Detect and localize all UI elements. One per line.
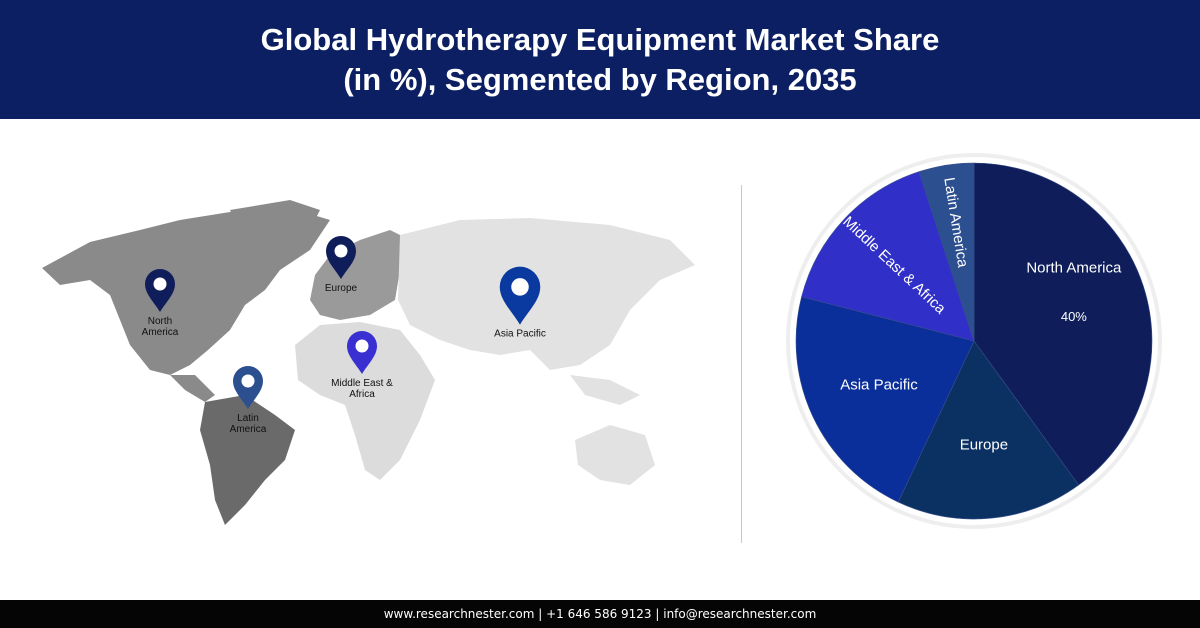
divider (741, 185, 742, 543)
australia-shape (575, 425, 655, 485)
chart-title: Global Hydrotherapy Equipment Market Sha… (0, 0, 1200, 119)
pin-dot (355, 339, 369, 353)
slice-value-label: 40% (1061, 309, 1087, 324)
pin-label: Latin (237, 413, 259, 424)
pin-label: Middle East & (331, 378, 393, 389)
location-pin (326, 236, 356, 279)
pin-label: America (142, 327, 179, 338)
pie-slice (795, 296, 975, 503)
pie-slice (897, 340, 1080, 520)
central-america-shape (170, 375, 215, 402)
location-pin (347, 331, 377, 374)
southeast-asia-shape (570, 375, 640, 405)
pin-dot (241, 374, 255, 388)
slice-label: Asia Pacific (840, 377, 918, 394)
europe-shape (310, 230, 410, 320)
africa-shape (295, 322, 435, 480)
slice-label: North America (1026, 260, 1122, 277)
asia-shape (398, 218, 695, 370)
pin-dot (334, 244, 348, 258)
pin-label: Asia Pacific (494, 329, 546, 340)
title-line-1: Global Hydrotherapy Equipment Market Sha… (260, 22, 940, 57)
pin-label: North (148, 316, 172, 327)
greenland-shape (230, 200, 320, 265)
location-pin (233, 366, 263, 409)
pie-slice (918, 162, 975, 342)
location-pin (499, 266, 541, 325)
footer-contact: www.researchnester.com | +1 646 586 9123… (0, 600, 1200, 628)
title-line-2: (in %), Segmented by Region, 2035 (343, 62, 857, 97)
pin-label: Africa (349, 389, 375, 400)
south-america-shape (200, 395, 295, 525)
slice-label: Europe (960, 437, 1008, 454)
location-pin (145, 269, 175, 312)
pin-dot (511, 278, 529, 296)
pie-slice (973, 162, 1153, 486)
pie-slice (801, 171, 975, 342)
pin-dot (153, 277, 167, 291)
pin-label: America (230, 424, 267, 435)
map-pin-icon (499, 266, 541, 325)
pin-label: Europe (325, 283, 358, 294)
